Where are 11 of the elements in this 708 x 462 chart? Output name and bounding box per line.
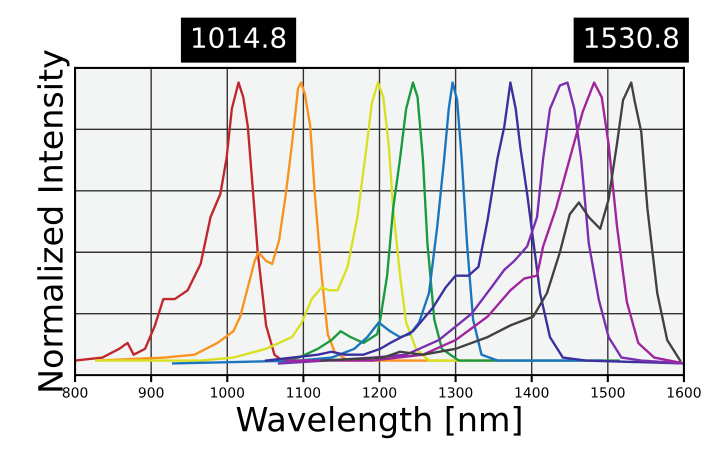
x-tick-label: 1400: [516, 387, 548, 398]
x-tick-label: 900: [138, 387, 164, 398]
x-tick-label: 1100: [287, 387, 320, 398]
x-tick-label: 1000: [211, 387, 244, 398]
annotation: 1530.8: [586, 27, 678, 48]
x-tick-label: 1300: [439, 387, 472, 398]
x-tick-label: 1500: [592, 387, 625, 398]
annotation: 1014.8: [192, 27, 286, 48]
x-tick-label: 1200: [363, 387, 396, 398]
x-axis-title: Wavelength [nm]: [236, 406, 521, 438]
x-tick-label: 1600: [668, 387, 701, 398]
